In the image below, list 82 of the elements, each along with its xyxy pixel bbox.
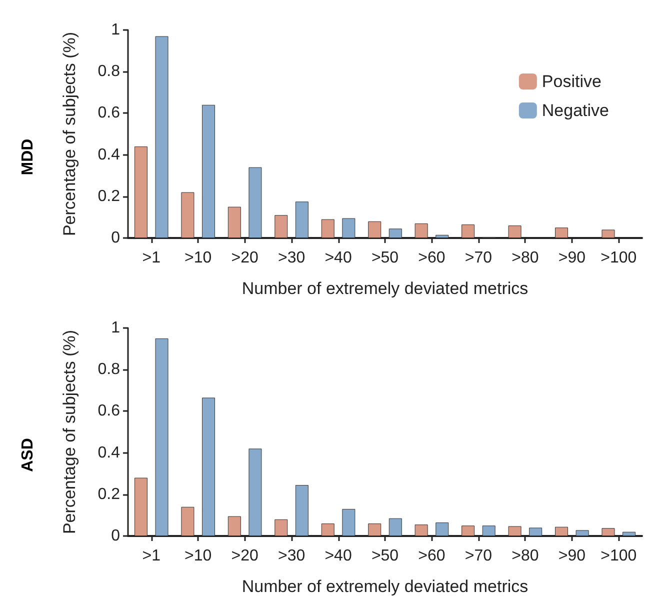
y-tick-label: 0.2 — [98, 486, 120, 503]
bar — [368, 524, 382, 536]
x-axis-title: Number of extremely deviated metrics — [242, 279, 528, 298]
x-tick-label: >100 — [600, 250, 637, 266]
y-tick-label: 1 — [111, 320, 120, 336]
y-tick-label: 1 — [111, 22, 120, 38]
bar — [529, 528, 542, 536]
y-tick-label: 0.4 — [98, 444, 120, 462]
text: MDD — [20, 138, 36, 176]
bar — [462, 526, 475, 536]
x-tick-label: >30 — [278, 548, 306, 564]
bar — [414, 223, 428, 238]
bar — [342, 508, 356, 536]
bar — [248, 167, 262, 238]
bar — [295, 202, 308, 238]
y-tick-label: 0.4 — [98, 146, 120, 164]
bar — [602, 528, 615, 536]
x-tick-label: >20 — [231, 548, 258, 564]
bar — [508, 526, 522, 536]
bar — [181, 192, 194, 238]
bar — [202, 398, 215, 536]
text: ASD — [20, 438, 36, 472]
bar — [436, 522, 449, 536]
bar — [134, 478, 148, 536]
legend-label: Positive — [542, 72, 602, 91]
bar — [134, 146, 148, 238]
y-tick-label: 0.8 — [98, 63, 120, 80]
bar — [555, 228, 568, 238]
bar — [202, 104, 215, 238]
bar — [274, 215, 288, 238]
legend-label: Negative — [542, 101, 610, 120]
bar — [228, 206, 241, 238]
bar — [462, 224, 475, 238]
bar — [155, 36, 168, 238]
x-tick-label: >10 — [184, 250, 212, 266]
y-axis-title: Percentage of subjects (%) — [60, 330, 79, 534]
x-tick-label: >80 — [512, 548, 539, 564]
y-tick-label: 0.6 — [98, 104, 120, 122]
bar — [388, 518, 402, 536]
y-axis-title: Percentage of subjects (%) — [60, 32, 79, 236]
bar — [482, 526, 496, 536]
bar — [576, 530, 589, 536]
x-tick-label: >60 — [418, 548, 446, 564]
bar — [181, 506, 194, 536]
x-tick-label: >50 — [371, 250, 399, 266]
bar — [342, 218, 356, 238]
bar — [414, 524, 428, 536]
bar — [248, 448, 262, 536]
y-tick-label: 0 — [111, 528, 120, 544]
bar — [388, 228, 402, 238]
bar — [295, 485, 308, 536]
x-tick-label: >80 — [512, 250, 539, 266]
y-tick-label: 0.6 — [98, 402, 120, 420]
x-tick-label: >20 — [231, 250, 258, 266]
x-tick-label: >90 — [558, 548, 586, 564]
x-tick-label: >50 — [371, 548, 399, 564]
x-tick-label: >1 — [142, 250, 161, 266]
bar — [436, 234, 449, 238]
bar — [368, 221, 382, 238]
x-tick-label: >90 — [558, 250, 586, 266]
bar — [622, 532, 636, 536]
y-tick-label: 0 — [111, 230, 120, 246]
bar — [602, 230, 615, 238]
x-tick-label: >100 — [600, 548, 637, 564]
bar — [555, 526, 568, 536]
bar — [274, 519, 288, 536]
y-tick-label: 0.8 — [98, 361, 120, 378]
x-tick-label: >1 — [142, 548, 161, 564]
x-tick-label: >30 — [278, 250, 306, 266]
y-tick-label: 0.2 — [98, 188, 120, 205]
x-tick-label: >70 — [464, 548, 492, 564]
bar — [228, 516, 241, 536]
bar — [321, 524, 334, 536]
x-tick-label: >10 — [184, 548, 212, 564]
x-tick-label: >40 — [324, 250, 352, 266]
x-tick-label: >60 — [418, 250, 446, 266]
x-tick-label: >40 — [324, 548, 352, 564]
x-axis-title: Number of extremely deviated metrics — [242, 577, 528, 596]
bar — [321, 219, 334, 238]
x-tick-label: >70 — [464, 250, 492, 266]
bar — [155, 338, 168, 536]
bar — [508, 226, 522, 238]
